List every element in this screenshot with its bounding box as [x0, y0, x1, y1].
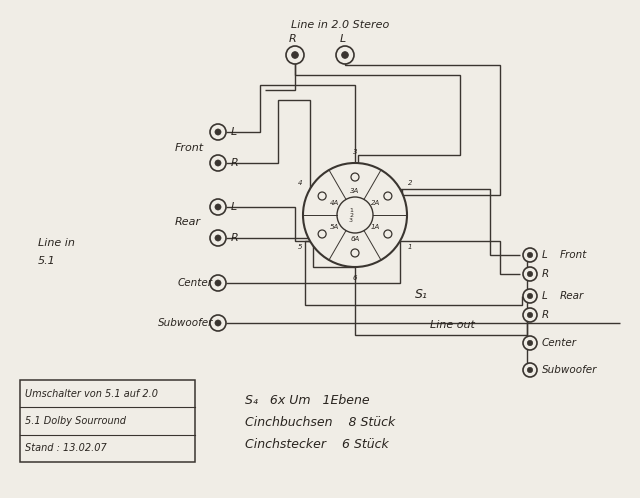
Text: Center: Center	[178, 278, 213, 288]
Text: Subwoofer: Subwoofer	[542, 365, 597, 375]
Bar	[20, 380, 195, 462]
Text: Stand : 13.02.07: Stand : 13.02.07	[25, 443, 107, 453]
Text: L: L	[231, 202, 237, 212]
Text: 3: 3	[349, 218, 353, 223]
Circle shape	[527, 340, 532, 346]
Circle shape	[210, 275, 226, 291]
Text: 4A: 4A	[330, 200, 339, 206]
Circle shape	[318, 230, 326, 238]
Circle shape	[215, 280, 221, 286]
Text: 6A: 6A	[350, 236, 360, 242]
Circle shape	[351, 173, 359, 181]
Circle shape	[523, 336, 537, 350]
Text: 3: 3	[353, 148, 357, 154]
Text: L: L	[340, 34, 346, 44]
Text: Rear: Rear	[560, 291, 584, 301]
Circle shape	[351, 249, 359, 257]
Text: Center: Center	[542, 338, 577, 348]
Circle shape	[210, 315, 226, 331]
Text: 5.1 Dolby Sourround: 5.1 Dolby Sourround	[25, 416, 126, 426]
Text: 5: 5	[298, 244, 302, 249]
Circle shape	[527, 271, 532, 277]
Text: 6: 6	[353, 275, 357, 281]
Circle shape	[523, 267, 537, 281]
Circle shape	[215, 160, 221, 166]
Text: Front: Front	[175, 143, 204, 153]
Text: Umschalter von 5.1 auf 2.0: Umschalter von 5.1 auf 2.0	[25, 388, 158, 399]
Text: R: R	[231, 158, 239, 168]
Text: 1: 1	[349, 208, 353, 213]
Circle shape	[523, 248, 537, 262]
Text: 1A: 1A	[371, 224, 380, 230]
Text: R: R	[542, 310, 549, 320]
Text: 2: 2	[408, 180, 412, 186]
Circle shape	[527, 368, 532, 373]
Circle shape	[384, 192, 392, 200]
Text: Cinchstecker    6 Stück: Cinchstecker 6 Stück	[245, 438, 388, 451]
Text: 3A: 3A	[350, 188, 360, 194]
Text: S₁: S₁	[415, 288, 428, 301]
Text: 2: 2	[349, 213, 353, 218]
Text: Front: Front	[560, 250, 588, 260]
Text: R: R	[289, 34, 297, 44]
Circle shape	[292, 52, 298, 58]
Circle shape	[336, 46, 354, 64]
Circle shape	[523, 363, 537, 377]
Text: Line in 2.0 Stereo: Line in 2.0 Stereo	[291, 20, 389, 30]
Circle shape	[215, 235, 221, 241]
Text: Subwoofer: Subwoofer	[157, 318, 213, 328]
Circle shape	[527, 252, 532, 257]
Text: R: R	[542, 269, 549, 279]
Circle shape	[318, 192, 326, 200]
Circle shape	[523, 308, 537, 322]
Text: L: L	[542, 250, 548, 260]
Circle shape	[210, 230, 226, 246]
Text: Cinchbuchsen    8 Stück: Cinchbuchsen 8 Stück	[245, 415, 396, 428]
Circle shape	[523, 289, 537, 303]
Text: 5.1: 5.1	[38, 256, 56, 266]
Circle shape	[210, 199, 226, 215]
Text: 1: 1	[408, 244, 412, 249]
Text: Line out: Line out	[430, 320, 475, 330]
Text: Line in: Line in	[38, 238, 75, 248]
Circle shape	[286, 46, 304, 64]
Text: L: L	[542, 291, 548, 301]
Circle shape	[210, 124, 226, 140]
Circle shape	[215, 204, 221, 210]
Circle shape	[384, 230, 392, 238]
Circle shape	[342, 52, 348, 58]
Text: Rear: Rear	[175, 217, 201, 227]
Circle shape	[215, 320, 221, 326]
Text: S₄   6x Um   1Ebene: S₄ 6x Um 1Ebene	[245, 393, 370, 406]
Text: 5A: 5A	[330, 224, 339, 230]
Circle shape	[527, 293, 532, 299]
Circle shape	[215, 129, 221, 135]
Text: 4: 4	[298, 180, 302, 186]
Circle shape	[527, 312, 532, 318]
Circle shape	[337, 197, 373, 233]
Circle shape	[210, 155, 226, 171]
Text: R: R	[231, 233, 239, 243]
Circle shape	[303, 163, 407, 267]
Text: 2A: 2A	[371, 200, 380, 206]
Text: L: L	[231, 127, 237, 137]
